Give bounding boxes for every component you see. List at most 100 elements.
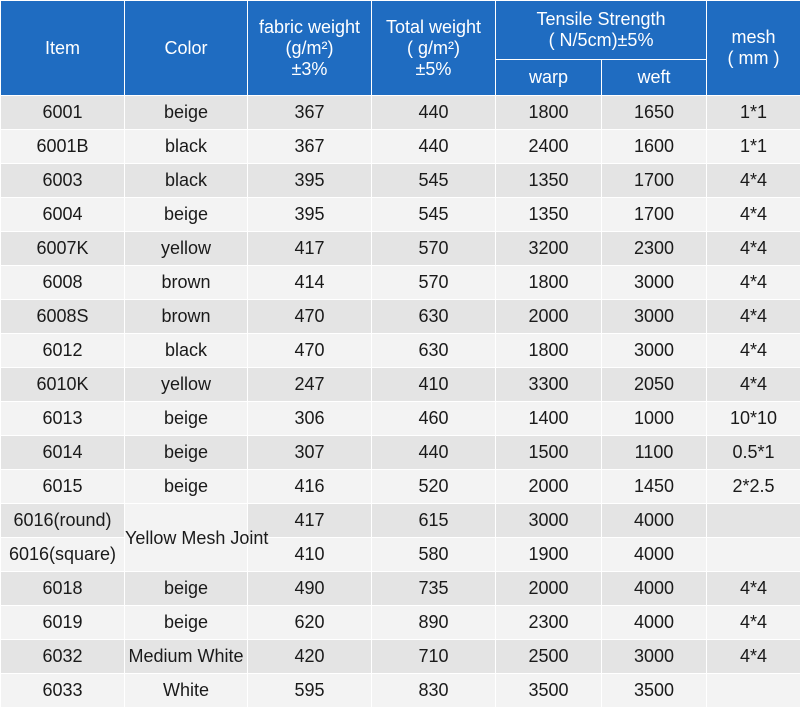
header-total-weight-line2: ( g/m²)	[407, 37, 460, 58]
header-warp: warp	[495, 59, 602, 96]
cell-warp: 2000	[495, 299, 602, 334]
cell-total-weight: 890	[371, 605, 496, 640]
header-item: Item	[0, 0, 125, 96]
cell-weft: 4000	[600, 537, 708, 572]
cell-warp: 1350	[495, 197, 602, 232]
cell-total-weight: 630	[371, 333, 496, 368]
cell-mesh: 4*4	[706, 571, 800, 606]
table-row: 6003 black 395 545 1350 1700 4*4	[0, 163, 800, 198]
table-row: 6016(round) Yellow Mesh Joint 417 615 30…	[0, 503, 800, 572]
header-row: Item Color fabric weight (g/m²) ±3% Tota…	[0, 0, 800, 96]
cell-color: brown	[124, 299, 248, 334]
table-row: 6018 beige 490 735 2000 4000 4*4	[0, 571, 800, 606]
header-total-weight-line3: ±5%	[415, 58, 452, 79]
cell-fabric-weight: 595	[247, 673, 372, 708]
cell-warp: 1400	[495, 401, 602, 436]
cell-mesh: 4*4	[706, 299, 800, 334]
cell-weft: 4000	[600, 605, 708, 640]
cell-color: beige	[124, 435, 248, 470]
cell-fabric-weight: 416	[247, 469, 372, 504]
cell-mesh: 0.5*1	[706, 435, 800, 470]
cell-item: 6010K	[0, 367, 125, 402]
cell-weft: 1000	[600, 401, 708, 436]
cell-total-weight: 710	[371, 639, 496, 674]
cell-item: 6016(square)	[0, 537, 125, 572]
header-mesh-line1: mesh	[731, 27, 776, 47]
cell-color: beige	[124, 605, 248, 640]
subheader-row: warp weft	[1, 59, 800, 96]
table-row: 6015 beige 416 520 2000 1450 2*2.5	[0, 469, 800, 504]
cell-fabric-weight: 620	[247, 605, 372, 640]
cell-mesh: 4*4	[706, 163, 800, 198]
cell-item: 6032	[0, 639, 125, 674]
cell-item: 6018	[0, 571, 125, 606]
cell-fabric-weight: 410	[247, 537, 372, 572]
table-row: 6014 beige 307 440 1500 1100 0.5*1	[0, 435, 800, 470]
cell-warp: 2000	[495, 571, 602, 606]
cell-weft: 1700	[600, 163, 708, 198]
cell-weft: 1100	[600, 435, 708, 470]
cell-total-weight: 830	[371, 673, 496, 708]
cell-total-weight: 460	[371, 401, 496, 436]
cell-mesh: 4*4	[706, 265, 800, 300]
cell-weft: 1700	[600, 197, 708, 232]
cell-weft: 2300	[600, 231, 708, 266]
cell-item: 6019	[0, 605, 125, 640]
header-weft: weft	[600, 59, 708, 96]
cell-color: beige	[124, 401, 248, 436]
cell-mesh: 4*4	[706, 231, 800, 266]
header-total-weight-line1: Total weight	[385, 16, 482, 37]
cell-warp: 2500	[495, 639, 602, 674]
cell-fabric-weight: 490	[247, 571, 372, 606]
cell-mesh: 1*1	[706, 95, 800, 130]
table-row: 6013 beige 306 460 1400 1000 10*10	[0, 401, 800, 436]
cell-weft: 4000	[600, 503, 708, 538]
cell-total-weight: 570	[371, 265, 496, 300]
header-tensile-line1: Tensile Strength	[536, 9, 666, 29]
cell-color: beige	[124, 469, 248, 504]
cell-item: 6012	[0, 333, 125, 368]
cell-total-weight: 735	[371, 571, 496, 606]
cell-mesh	[706, 537, 800, 572]
cell-mesh: 4*4	[706, 639, 800, 674]
cell-warp: 3000	[495, 503, 602, 538]
cell-item: 6004	[0, 197, 125, 232]
cell-item: 6003	[0, 163, 125, 198]
table-row: 6008 brown 414 570 1800 3000 4*4	[0, 265, 800, 300]
cell-mesh: 4*4	[706, 333, 800, 368]
cell-warp: 2000	[495, 469, 602, 504]
table-row: 6007K yellow 417 570 3200 2300 4*4	[0, 231, 800, 266]
cell-color: black	[124, 129, 248, 164]
cell-weft: 1650	[600, 95, 708, 130]
cell-total-weight: 545	[371, 197, 496, 232]
cell-total-weight: 440	[371, 95, 496, 130]
cell-fabric-weight: 307	[247, 435, 372, 470]
cell-warp: 2300	[495, 605, 602, 640]
header-color: Color	[124, 0, 248, 96]
cell-warp: 1500	[495, 435, 602, 470]
cell-fabric-weight: 367	[247, 129, 372, 164]
table-row: 6010K yellow 247 410 3300 2050 4*4	[0, 367, 800, 402]
cell-warp: 3200	[495, 231, 602, 266]
cell-total-weight: 410	[371, 367, 496, 402]
table-row: 6004 beige 395 545 1350 1700 4*4	[0, 197, 800, 232]
cell-mesh: 10*10	[706, 401, 800, 436]
cell-fabric-weight: 395	[247, 163, 372, 198]
header-mesh: mesh ( mm )	[706, 0, 800, 96]
cell-color: black	[124, 163, 248, 198]
cell-item: 6016(round)	[0, 503, 125, 538]
cell-color: black	[124, 333, 248, 368]
cell-warp: 1900	[495, 537, 602, 572]
cell-mesh	[706, 673, 800, 708]
header-total-weight: Total weight ( g/m²) ±5%	[371, 0, 496, 96]
cell-color: beige	[124, 197, 248, 232]
table-row: 6033 White 595 830 3500 3500	[0, 673, 800, 708]
cell-warp: 1800	[495, 265, 602, 300]
cell-weft: 3000	[600, 639, 708, 674]
cell-mesh: 1*1	[706, 129, 800, 164]
header-mesh-line2: ( mm )	[727, 48, 780, 68]
cell-fabric-weight: 247	[247, 367, 372, 402]
cell-warp: 1350	[495, 163, 602, 198]
cell-item: 6013	[0, 401, 125, 436]
header-tensile-strength: Tensile Strength ( N/5cm)±5%	[494, 0, 708, 60]
